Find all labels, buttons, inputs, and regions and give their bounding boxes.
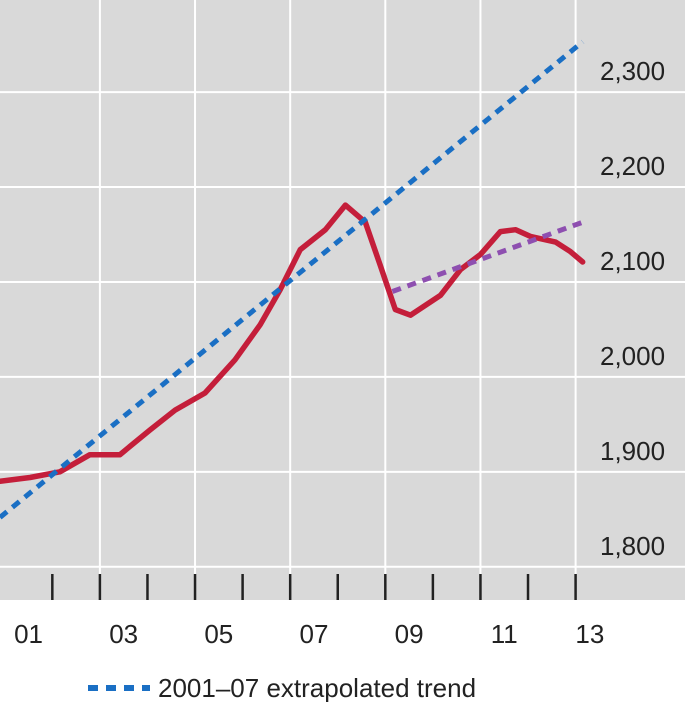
y-tick-label: 2,000 — [600, 341, 665, 371]
line-series — [0, 202, 586, 485]
x-tick-label: 01 — [14, 619, 43, 649]
y-tick-label: 2,300 — [600, 56, 665, 86]
y-tick-label: 1,800 — [600, 531, 665, 561]
plot-background — [0, 0, 685, 600]
x-tick-label: 11 — [491, 619, 518, 649]
x-tick-label: 07 — [299, 619, 328, 649]
x-tick-label: 05 — [204, 619, 233, 649]
x-tick-label: 13 — [575, 619, 604, 649]
y-tick-label: 1,900 — [600, 436, 665, 466]
line-series — [0, 39, 585, 520]
x-tick-label: 09 — [395, 619, 424, 649]
legend-label: 2001–07 extrapolated trend — [158, 673, 476, 702]
line-series — [391, 219, 584, 294]
y-tick-label: 2,100 — [600, 246, 665, 276]
x-tick-label: 03 — [109, 619, 138, 649]
y-tick-label: 2,200 — [600, 151, 665, 181]
